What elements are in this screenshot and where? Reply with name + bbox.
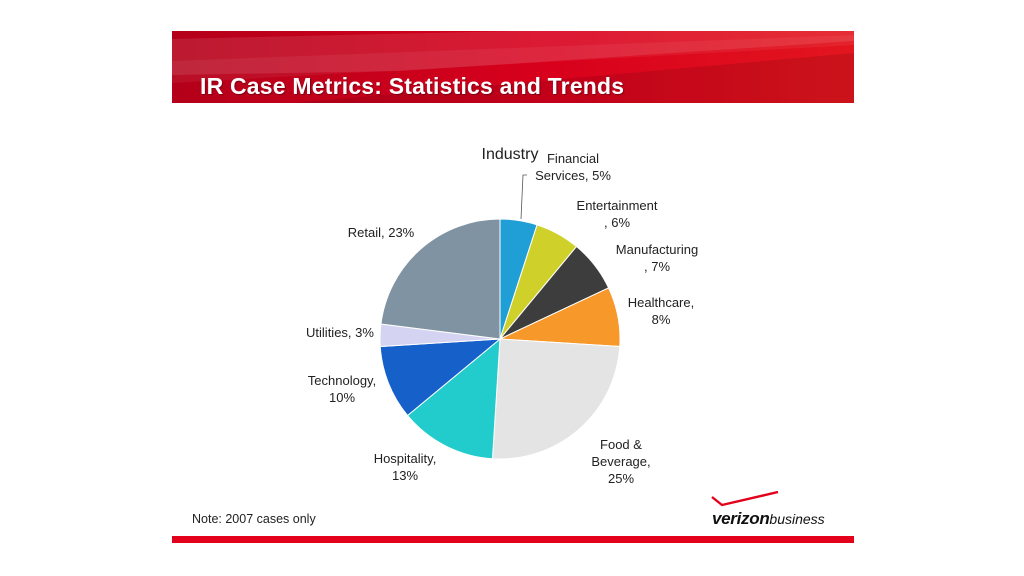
slice-label-line: 10% <box>329 390 355 405</box>
leader-line-financial-services <box>520 174 527 220</box>
slice-label-line: Beverage, <box>591 454 650 469</box>
slice-label-food-beverage: Food & Beverage, 25% <box>591 437 650 486</box>
slice-label-line: Hospitality, <box>374 451 437 466</box>
slice-label-entertainment: Entertainment , 6% <box>577 198 658 230</box>
slice-label-line: , 6% <box>604 215 630 230</box>
pie-slice-retail <box>380 218 501 340</box>
slice-labels: Financial Services, 5% Entertainment , 6% Ma… <box>306 151 698 486</box>
slice-label-financial-services: Financial Services, 5% <box>535 151 611 183</box>
slice-label-line: Financial <box>547 151 599 166</box>
slice-label-retail: Retail, 23% <box>348 225 415 240</box>
title-banner: IR Case Metrics: Statistics and Trends <box>172 31 854 103</box>
footer-rule <box>172 536 854 543</box>
slice-label-line: Utilities, 3% <box>306 325 374 340</box>
banner-graphic <box>172 31 854 103</box>
slice-label-utilities: Utilities, 3% <box>306 325 374 340</box>
slice-label-line: 8% <box>652 312 671 327</box>
pie-slice-technology <box>379 338 502 417</box>
slice-label-line: Healthcare, <box>628 295 694 310</box>
leader-lines <box>520 174 527 220</box>
slice-label-line: Retail, 23% <box>348 225 415 240</box>
pie-slices <box>379 218 621 460</box>
slide-title: IR Case Metrics: Statistics and Trends <box>200 73 625 99</box>
slide: IR Case Metrics: Statistics and Trends I… <box>172 31 854 543</box>
slice-label-line: 13% <box>392 468 418 483</box>
slice-label-line: Entertainment <box>577 198 658 213</box>
slice-label-technology: Technology, 10% <box>308 373 376 405</box>
slice-label-line: 25% <box>608 471 634 486</box>
slice-label-line: Manufacturing <box>616 242 698 257</box>
pie-slice-hospitality <box>406 337 501 460</box>
slice-label-line: Services, 5% <box>535 168 611 183</box>
verizon-business-logo: verizonbusiness <box>706 491 836 535</box>
slice-label-healthcare: Healthcare, 8% <box>628 295 694 327</box>
logo-wordmark: verizonbusiness <box>712 509 825 529</box>
slice-label-manufacturing: Manufacturing , 7% <box>616 242 698 274</box>
chart-title: Industry <box>482 146 539 163</box>
slice-label-line: , 7% <box>644 259 670 274</box>
logo-check-icon <box>711 491 779 507</box>
slice-label-hospitality: Hospitality, 13% <box>374 451 437 483</box>
slice-label-line: Technology, <box>308 373 376 388</box>
footnote: Note: 2007 cases only <box>192 512 316 526</box>
slice-label-line: Food & <box>600 437 642 452</box>
logo-sub-text: business <box>769 511 825 527</box>
pie-slice-food-beverage <box>491 338 621 460</box>
pie-chart: Industry Financial Services, 5% Entertainm… <box>306 146 698 486</box>
logo-main-text: verizon <box>712 509 770 528</box>
